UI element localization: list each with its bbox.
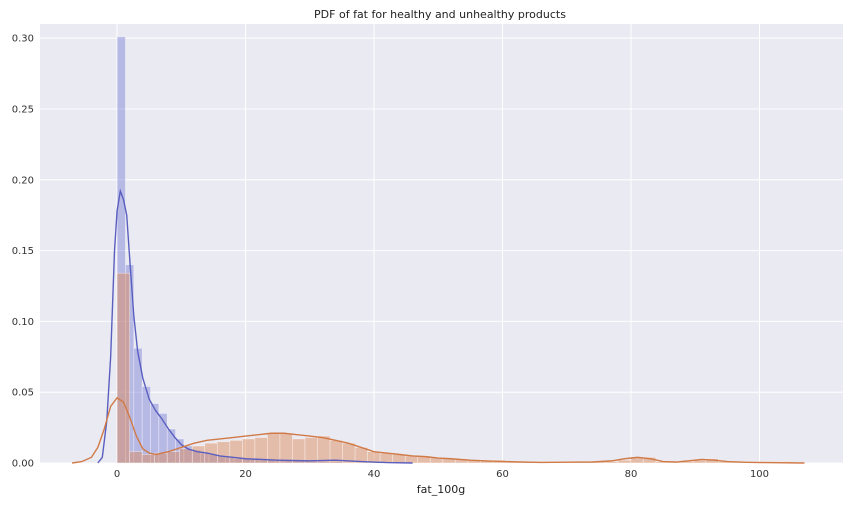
x-tick-label: 0 <box>114 469 120 480</box>
x-tick-label: 100 <box>750 469 769 480</box>
series-1-bar-0 <box>116 272 130 464</box>
x-tick-label: 80 <box>625 469 638 480</box>
x-tick-labels: 0 20 40 60 80 100 <box>114 469 769 480</box>
plot-background <box>40 24 843 463</box>
series-1-bar-21 <box>379 452 393 464</box>
series-1-bar-6 <box>191 445 206 464</box>
series-1-bar-15 <box>304 437 318 464</box>
y-tick-label: 0.10 <box>12 317 34 328</box>
series-1-bar-40 <box>617 459 631 464</box>
series-1-bar-22 <box>392 454 406 464</box>
chart-title: PDF of fat for healthy and unhealthy pro… <box>314 8 566 21</box>
series-0-kde-line <box>97 188 413 464</box>
series-1-bar-8 <box>217 441 231 464</box>
x-tick-label: 20 <box>239 469 252 480</box>
series-1-bar-2 <box>141 454 155 464</box>
y-tick-label: 0.20 <box>12 175 34 186</box>
series-layer <box>72 36 805 464</box>
series-1-bar-16 <box>317 435 331 464</box>
series-1-bar-1 <box>129 451 143 464</box>
series-1-bar-23 <box>404 455 419 464</box>
series-1-bar-12 <box>267 432 281 464</box>
series-1-kde-line <box>72 396 805 464</box>
series-1-bar-9 <box>229 440 243 464</box>
series-1-bar-14 <box>292 438 306 464</box>
y-tick-label: 0.15 <box>12 246 34 257</box>
series-1-bar-5 <box>179 448 193 464</box>
y-tick-label: 0.00 <box>12 459 34 470</box>
x-tick-label: 60 <box>496 469 509 480</box>
y-tick-label: 0.05 <box>12 388 34 399</box>
y-tick-label: 0.30 <box>12 34 34 45</box>
series-1-bar-13 <box>279 432 293 464</box>
x-axis-title: fat_100g <box>417 483 465 496</box>
y-tick-label: 0.25 <box>12 104 34 115</box>
gridlines <box>40 24 843 464</box>
x-tick-label: 40 <box>368 469 381 480</box>
y-tick-labels: 0.00 0.05 0.10 0.15 0.20 0.25 0.30 <box>12 34 34 470</box>
series-1-bar-4 <box>166 451 181 464</box>
